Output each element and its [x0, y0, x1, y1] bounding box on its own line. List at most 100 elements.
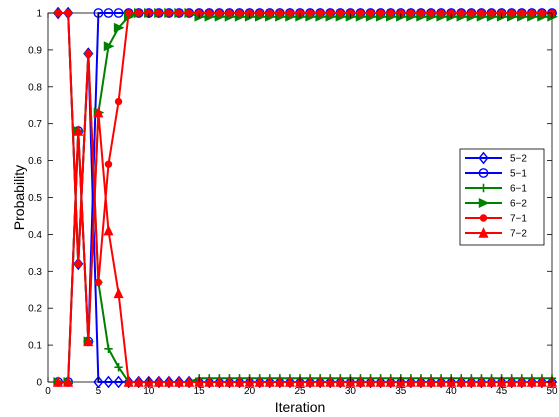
data-point-7-2 [53, 376, 64, 387]
data-point-5-2 [476, 375, 487, 388]
y-tick-label: 0.7 [28, 119, 42, 130]
data-point-5-2 [355, 375, 366, 388]
data-point-5-2 [466, 375, 477, 388]
legend-label-6-2: 6−2 [510, 199, 527, 210]
data-point-5-2 [375, 375, 386, 388]
legend-marker-5-1 [478, 168, 489, 178]
data-point-7-1 [286, 9, 294, 17]
y-tick-label: 0.9 [28, 45, 42, 56]
data-point-5-2 [536, 375, 548, 388]
data-point-7-2 [153, 376, 164, 387]
data-point-7-1 [266, 9, 274, 17]
data-point-7-1 [507, 9, 516, 17]
x-tick-label: 10 [143, 386, 155, 397]
data-point-5-2 [506, 375, 517, 388]
data-point-5-2 [546, 375, 558, 388]
data-point-7-2 [123, 376, 134, 387]
data-point-7-1 [165, 9, 173, 17]
legend-marker-7-2 [478, 227, 489, 238]
y-tick-label: 0.5 [28, 193, 42, 204]
data-point-7-2 [254, 376, 265, 387]
legend-label-7-1: 7−1 [510, 214, 527, 225]
legend: 5−2 5−1 6−1 6−2 7−1 7−2 [459, 148, 545, 246]
data-point-5-2 [244, 375, 255, 388]
data-point-7-1 [64, 9, 72, 17]
data-point-7-2 [536, 376, 547, 387]
x-tick-label: 5 [96, 386, 102, 397]
data-point-5-2 [284, 375, 296, 388]
data-point-7-1 [387, 9, 395, 17]
data-point-7-1 [54, 9, 62, 17]
data-point-7-2 [415, 376, 426, 387]
data-point-7-2 [184, 376, 195, 387]
data-point-5-2 [173, 375, 185, 388]
x-axis-label: Iteration [275, 399, 326, 415]
data-point-7-2 [506, 376, 517, 387]
legend-label-7-2: 7−2 [510, 229, 527, 240]
data-point-5-1 [103, 8, 114, 18]
data-point-7-1 [326, 9, 334, 17]
data-point-7-1 [538, 9, 546, 17]
x-tick-label: 25 [294, 386, 306, 397]
data-point-5-2 [153, 375, 164, 388]
data-point-5-2 [456, 375, 467, 388]
data-point-6-1 [104, 344, 113, 353]
data-point-7-2 [264, 376, 275, 387]
legend-label-6-1: 6−1 [510, 184, 527, 195]
data-point-7-1 [376, 9, 385, 17]
x-tick-label: 15 [194, 386, 206, 397]
data-point-7-1 [104, 160, 113, 168]
y-tick-label: 0.4 [28, 230, 42, 241]
data-point-5-2 [123, 375, 134, 388]
data-point-7-1 [336, 9, 345, 17]
data-point-7-2 [436, 376, 447, 387]
data-point-7-1 [528, 9, 536, 17]
data-point-6-1 [114, 363, 123, 372]
data-point-7-2 [516, 376, 527, 387]
data-point-7-1 [276, 9, 284, 17]
axis-ticks: 0 5 10 15 20 25 30 35 40 45 50 0 0.1 0.2 0.3 0.4 0.5 0.6 0… [28, 9, 558, 398]
x-tick-label: 35 [395, 386, 407, 397]
data-point-5-2 [385, 375, 396, 388]
data-point-7-1 [94, 278, 103, 287]
data-point-7-2 [93, 106, 104, 118]
data-point-5-2 [526, 375, 537, 388]
data-point-7-2 [385, 376, 396, 387]
data-point-7-2 [365, 376, 376, 387]
data-point-7-1 [215, 9, 224, 17]
data-point-7-2 [133, 376, 144, 387]
data-point-7-2 [83, 335, 94, 347]
data-point-7-2 [325, 376, 336, 387]
x-tick-label: 45 [496, 386, 508, 397]
data-point-7-1 [84, 49, 93, 58]
data-point-7-2 [284, 376, 295, 387]
data-point-7-2 [73, 125, 84, 136]
data-point-7-1 [437, 9, 445, 17]
data-point-7-1 [467, 9, 476, 17]
legend-label-5-1: 5−1 [510, 169, 527, 180]
legend-marker-6-2 [478, 198, 490, 208]
data-point-5-2 [335, 375, 346, 388]
data-point-7-2 [315, 376, 326, 387]
data-point-5-2 [365, 375, 376, 388]
legend-marker-6-1 [479, 183, 488, 193]
data-point-7-2 [426, 376, 437, 387]
data-point-5-2 [163, 375, 175, 388]
data-point-7-1 [306, 9, 314, 17]
data-point-7-1 [366, 9, 375, 17]
data-point-7-1 [457, 9, 465, 17]
data-point-5-2 [486, 375, 497, 388]
data-point-7-2 [405, 376, 416, 387]
y-tick-label: 0.1 [28, 341, 42, 352]
data-point-7-2 [486, 376, 497, 387]
data-point-5-1 [113, 8, 124, 18]
data-point-7-2 [456, 376, 467, 387]
data-point-7-1 [427, 9, 435, 17]
data-point-5-2 [204, 375, 215, 388]
data-point-7-2 [355, 376, 366, 387]
data-point-7-2 [335, 376, 346, 387]
data-point-5-2 [415, 375, 427, 388]
data-point-5-2 [113, 375, 124, 388]
data-point-7-2 [466, 376, 477, 387]
data-point-7-2 [163, 376, 174, 387]
